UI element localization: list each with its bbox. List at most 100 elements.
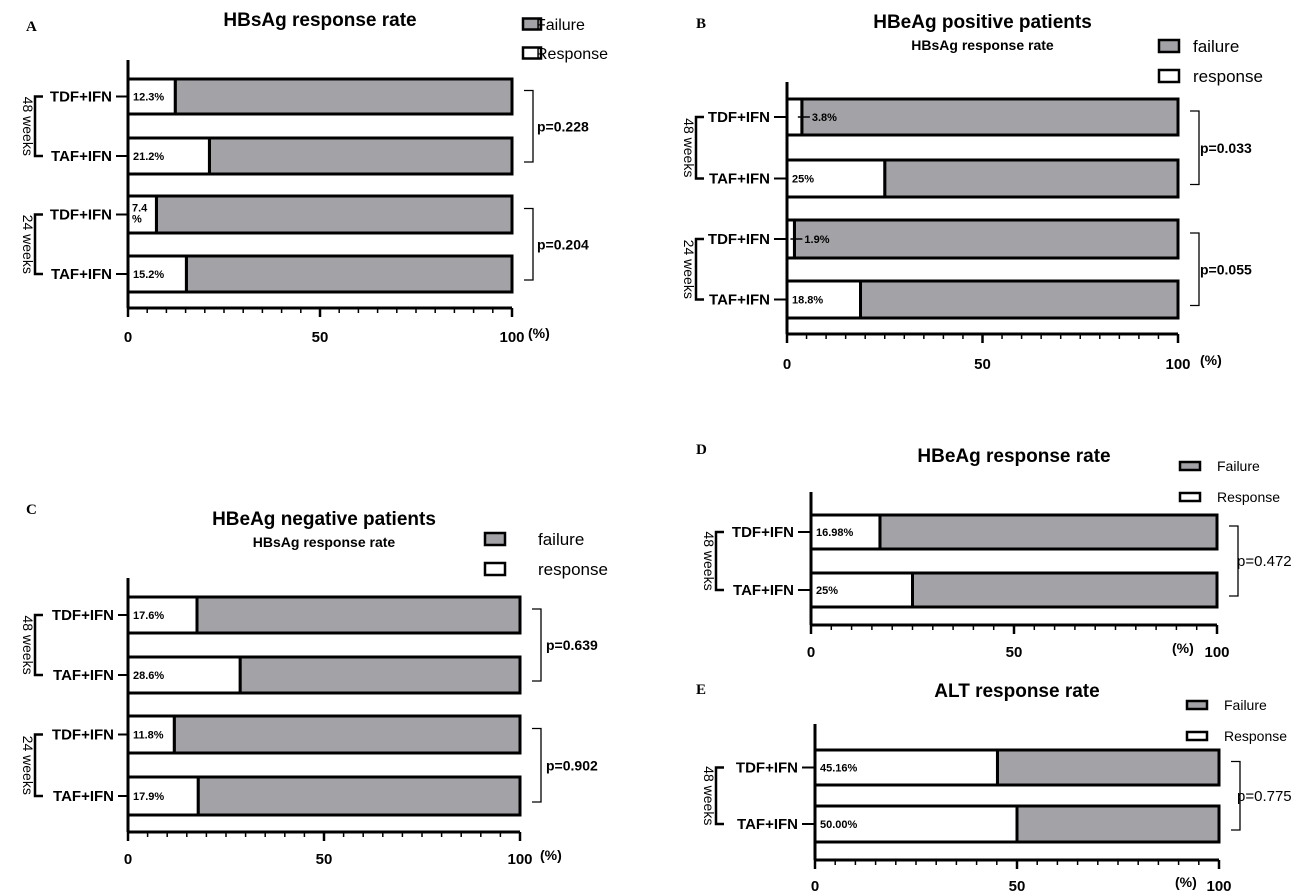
group-label: 24 weeks xyxy=(20,215,36,274)
value-label: 45.16% xyxy=(820,763,858,775)
p-value-label: p=0.033 xyxy=(1200,140,1252,156)
bar-response xyxy=(785,279,863,320)
bar-failure xyxy=(196,775,522,817)
bar-failure xyxy=(792,218,1180,260)
bar-failure xyxy=(184,254,514,294)
chart-title: HBeAg negative patients xyxy=(212,509,436,530)
p-value-label: p=0.902 xyxy=(546,757,598,773)
value-label: % xyxy=(132,214,142,226)
category-label: TAF+IFN xyxy=(53,788,114,805)
category-label: TDF+IFN xyxy=(732,524,794,541)
p-value-bracket xyxy=(1229,525,1239,597)
panel-label: B xyxy=(696,16,706,32)
group-bracket xyxy=(33,613,43,677)
value-label: 50.00% xyxy=(820,819,858,831)
p-value-bracket xyxy=(1190,110,1200,186)
legend-label: Response xyxy=(1224,728,1287,744)
bar-failure xyxy=(883,158,1180,199)
category-label: TDF+IFN xyxy=(708,109,770,126)
category-label: TDF+IFN xyxy=(736,760,798,777)
bar-response xyxy=(785,158,887,199)
x-tick-label: 100 xyxy=(1204,644,1229,661)
group-bracket xyxy=(694,115,704,180)
legend-swatch xyxy=(1185,699,1209,711)
value-label: 18.8% xyxy=(792,295,823,307)
group-bracket xyxy=(714,766,724,826)
legend-label: failure xyxy=(1193,37,1239,56)
category-label: TAF+IFN xyxy=(733,582,794,599)
p-value-label: p=0.472 xyxy=(1237,553,1292,570)
legend-label: response xyxy=(1193,67,1263,86)
x-unit-label: (%) xyxy=(1200,352,1222,368)
x-tick-label: 0 xyxy=(807,644,815,661)
category-label: TAF+IFN xyxy=(51,148,112,165)
x-unit-label: (%) xyxy=(1175,874,1197,890)
legend-swatch xyxy=(483,561,507,577)
category-label: TAF+IFN xyxy=(51,266,112,283)
value-label: 7.4 xyxy=(132,203,148,215)
bar-failure xyxy=(173,77,514,116)
category-label: TAF+IFN xyxy=(737,816,798,833)
x-tick-label: 50 xyxy=(1009,878,1026,895)
value-label: 21.2% xyxy=(133,151,164,163)
bar-failure xyxy=(1015,804,1221,844)
panel-label: D xyxy=(696,442,707,458)
value-label: 15.2% xyxy=(133,269,164,281)
group-label: 48 weeks xyxy=(20,615,36,674)
legend-swatch xyxy=(521,17,543,31)
legend-swatch xyxy=(521,46,543,60)
value-label: 17.9% xyxy=(133,791,164,803)
panel-c: C HBeAg negative patients HBsAg response r… xyxy=(20,502,608,868)
x-unit-label: (%) xyxy=(540,847,562,863)
category-label: TDF+IFN xyxy=(52,607,114,624)
bar-failure xyxy=(195,595,522,635)
panel-a: A HBsAg response rate Failure Response 12.3%… xyxy=(20,10,608,346)
bar-failure xyxy=(911,571,1219,609)
group-label: 48 weeks xyxy=(681,118,697,177)
x-tick-label: 0 xyxy=(811,878,819,895)
bar-response xyxy=(126,77,177,116)
bar-failure xyxy=(878,513,1219,551)
panel-label: C xyxy=(26,502,37,518)
category-label: TDF+IFN xyxy=(52,727,114,744)
group-label: 48 weeks xyxy=(701,531,717,590)
value-label: 11.8% xyxy=(133,730,164,742)
chart-title: HBeAg positive patients xyxy=(873,12,1092,33)
bar-response xyxy=(809,571,914,609)
value-label: 1.9% xyxy=(804,234,829,246)
category-label: TDF+IFN xyxy=(50,89,112,106)
legend-swatch xyxy=(483,531,507,547)
legend-label: Failure xyxy=(1224,697,1267,713)
panel-label: A xyxy=(26,19,37,35)
bar-failure xyxy=(800,97,1180,137)
value-label: 17.6% xyxy=(133,610,164,622)
legend-label: failure xyxy=(538,530,584,549)
legend-swatch xyxy=(1157,68,1181,84)
group-label: 48 weeks xyxy=(20,97,36,156)
category-label: TAF+IFN xyxy=(709,171,770,188)
panel-label: E xyxy=(696,682,706,698)
bar-failure xyxy=(207,136,514,176)
panel-d: D HBeAg response rate Failure Response 16.98… xyxy=(696,442,1292,661)
p-value-label: p=0.775 xyxy=(1237,788,1292,805)
value-label: 25% xyxy=(816,585,838,597)
value-label: 25% xyxy=(792,174,814,186)
legend-label: response xyxy=(538,560,608,579)
x-tick-label: 100 xyxy=(1206,878,1231,895)
group-bracket xyxy=(33,213,43,276)
p-value-label: p=0.055 xyxy=(1200,261,1252,277)
value-label: 12.3% xyxy=(133,92,164,104)
p-value-bracket xyxy=(524,207,534,281)
value-label: 28.6% xyxy=(133,670,164,682)
x-tick-label: 100 xyxy=(1165,356,1190,373)
chart-subtitle: HBsAg response rate xyxy=(253,534,396,550)
p-value-bracket xyxy=(532,727,542,803)
category-label: TAF+IFN xyxy=(709,292,770,309)
group-label: 24 weeks xyxy=(20,736,36,795)
p-value-bracket xyxy=(1231,760,1241,831)
bar-response xyxy=(126,595,199,635)
chart-title: HBeAg response rate xyxy=(917,446,1110,467)
x-unit-label: (%) xyxy=(1172,640,1194,656)
x-tick-label: 0 xyxy=(783,356,791,373)
legend-swatch xyxy=(1157,38,1181,54)
